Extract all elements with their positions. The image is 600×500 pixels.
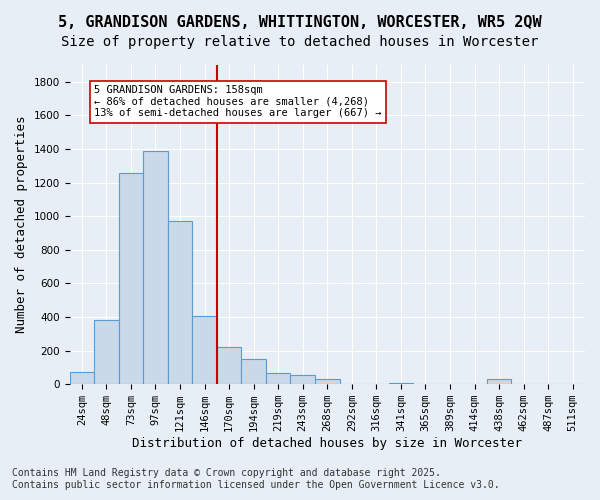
Bar <box>192 316 217 384</box>
Bar <box>266 374 290 384</box>
Bar <box>94 320 119 384</box>
Bar <box>241 359 266 384</box>
Bar <box>217 348 241 384</box>
Text: 5, GRANDISON GARDENS, WHITTINGTON, WORCESTER, WR5 2QW: 5, GRANDISON GARDENS, WHITTINGTON, WORCE… <box>58 15 542 30</box>
Text: Size of property relative to detached houses in Worcester: Size of property relative to detached ho… <box>61 35 539 49</box>
Bar <box>70 372 94 384</box>
X-axis label: Distribution of detached houses by size in Worcester: Distribution of detached houses by size … <box>132 437 522 450</box>
Bar <box>143 150 168 384</box>
Bar <box>487 379 511 384</box>
Bar <box>119 172 143 384</box>
Text: Contains HM Land Registry data © Crown copyright and database right 2025.
Contai: Contains HM Land Registry data © Crown c… <box>12 468 500 490</box>
Y-axis label: Number of detached properties: Number of detached properties <box>15 116 28 334</box>
Bar <box>168 222 192 384</box>
Bar <box>290 375 315 384</box>
Bar <box>315 379 340 384</box>
Text: 5 GRANDISON GARDENS: 158sqm
← 86% of detached houses are smaller (4,268)
13% of : 5 GRANDISON GARDENS: 158sqm ← 86% of det… <box>94 85 382 118</box>
Bar <box>389 382 413 384</box>
